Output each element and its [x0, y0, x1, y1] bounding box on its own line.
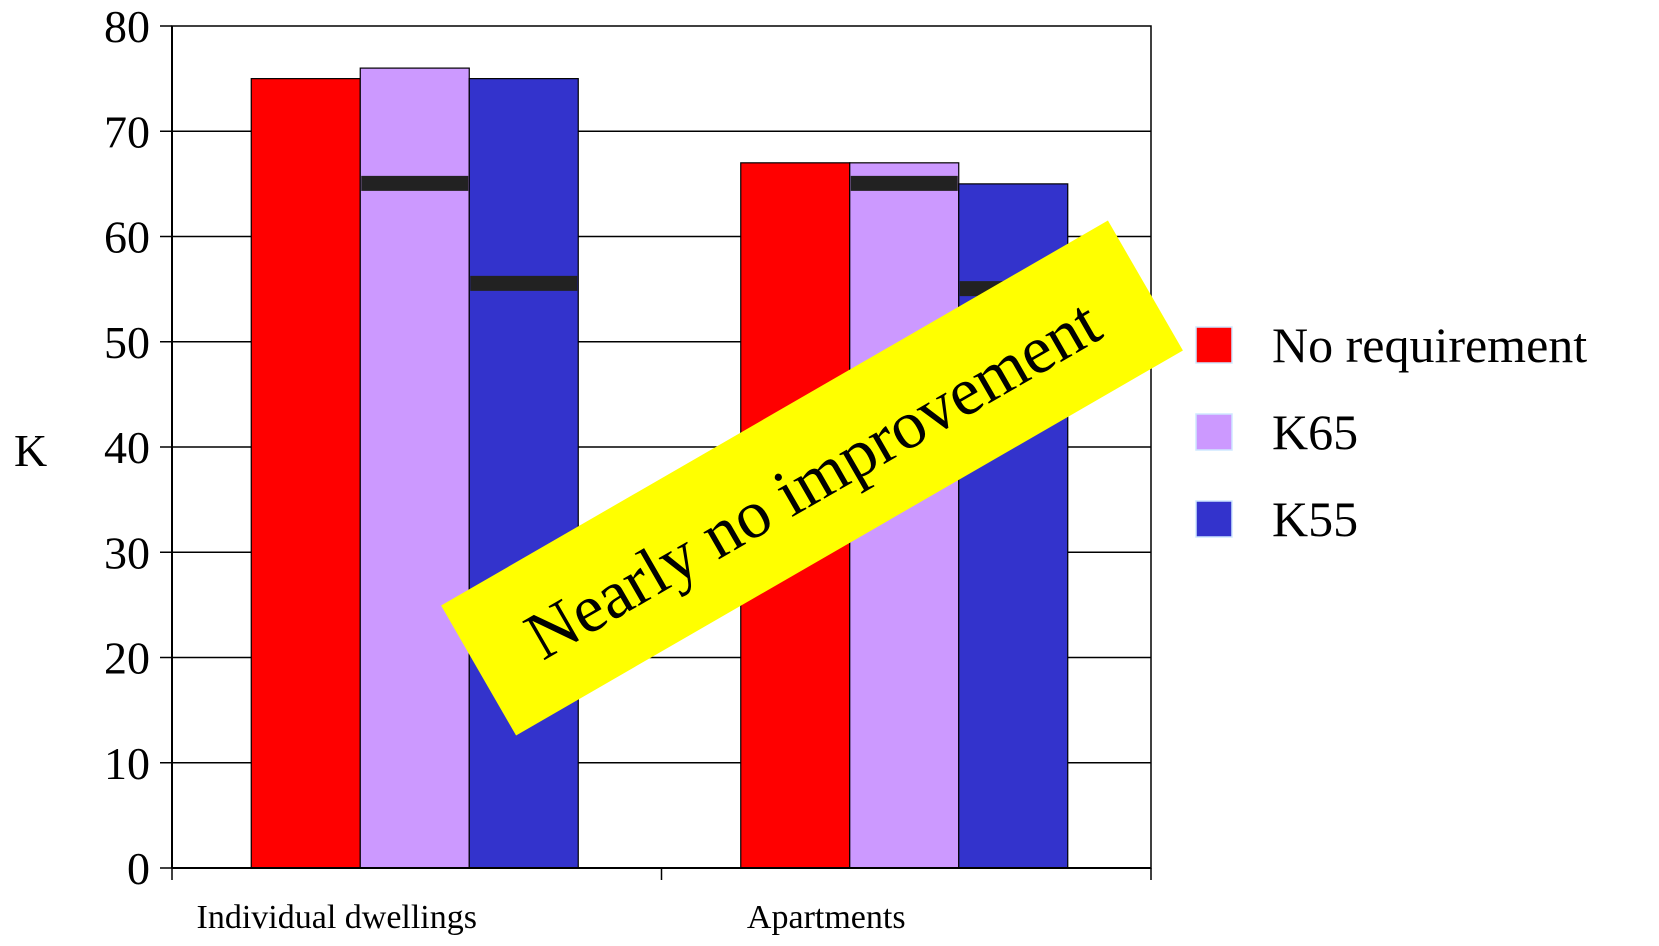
- legend-swatch: [1195, 326, 1233, 364]
- legend-swatch: [1195, 413, 1233, 451]
- y-tick-label: 50: [104, 317, 150, 368]
- y-axis-title: K: [14, 425, 47, 476]
- requirement-marker: [361, 175, 469, 191]
- y-tick-label: 60: [104, 212, 150, 263]
- x-tick-label: Individual dwellings: [197, 899, 477, 936]
- bar: [250, 78, 361, 869]
- x-tick-labels: Individual dwellings Apartments: [197, 899, 906, 936]
- requirement-marker: [850, 175, 958, 191]
- y-tick-label: 80: [104, 1, 150, 52]
- y-tick-label: 0: [127, 843, 150, 894]
- y-tick-label: 70: [104, 106, 150, 157]
- legend-swatch: [1195, 500, 1233, 538]
- bar: [359, 67, 470, 869]
- requirement-marker: [470, 275, 578, 291]
- axes: [160, 25, 1152, 880]
- legend: No requirement K65 K55: [1195, 317, 1587, 547]
- y-tick-label: 30: [104, 527, 150, 578]
- y-tick-label: 40: [104, 422, 150, 473]
- y-tick-label: 10: [104, 738, 150, 789]
- y-tick-labels: 0 10 20 30 40 50 60 70 80: [104, 1, 150, 894]
- x-tick-label: Apartments: [747, 899, 906, 936]
- legend-label: K65: [1272, 404, 1358, 460]
- legend-label: K55: [1272, 491, 1358, 547]
- annotation-background: [441, 220, 1183, 736]
- legend-label: No requirement: [1272, 317, 1587, 373]
- y-tick-label: 20: [104, 633, 150, 684]
- bar: [468, 78, 579, 869]
